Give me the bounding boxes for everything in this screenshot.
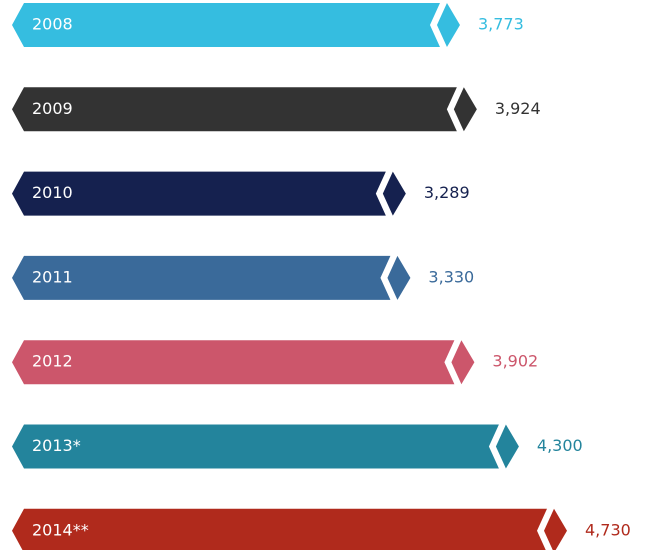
- bar-cap: [495, 424, 519, 469]
- category-label: 2011: [32, 267, 73, 286]
- value-label: 3,924: [495, 99, 541, 118]
- value-label: 4,730: [585, 520, 631, 539]
- bar: [12, 340, 455, 385]
- bar-cap: [544, 508, 567, 550]
- bar: [12, 255, 391, 300]
- category-label: 2014**: [32, 520, 89, 539]
- value-label: 3,773: [478, 15, 524, 34]
- value-label: 3,289: [424, 183, 470, 202]
- bar-cap: [451, 340, 475, 385]
- bar-cap: [453, 87, 477, 132]
- value-label: 3,330: [428, 267, 474, 286]
- bar-cap: [387, 255, 411, 300]
- category-label: 2008: [32, 15, 73, 34]
- category-label: 2010: [32, 183, 73, 202]
- category-label: 2009: [32, 99, 73, 118]
- bar: [12, 171, 386, 216]
- bar: [12, 87, 457, 132]
- bar: [12, 3, 440, 47]
- value-label: 4,300: [537, 436, 583, 455]
- category-label: 2013*: [32, 436, 81, 455]
- category-label: 2012: [32, 352, 73, 371]
- bar-cap: [382, 171, 406, 216]
- bar: [12, 508, 547, 550]
- bar-cap: [436, 3, 460, 47]
- bar: [12, 424, 499, 469]
- value-label: 3,902: [492, 352, 538, 371]
